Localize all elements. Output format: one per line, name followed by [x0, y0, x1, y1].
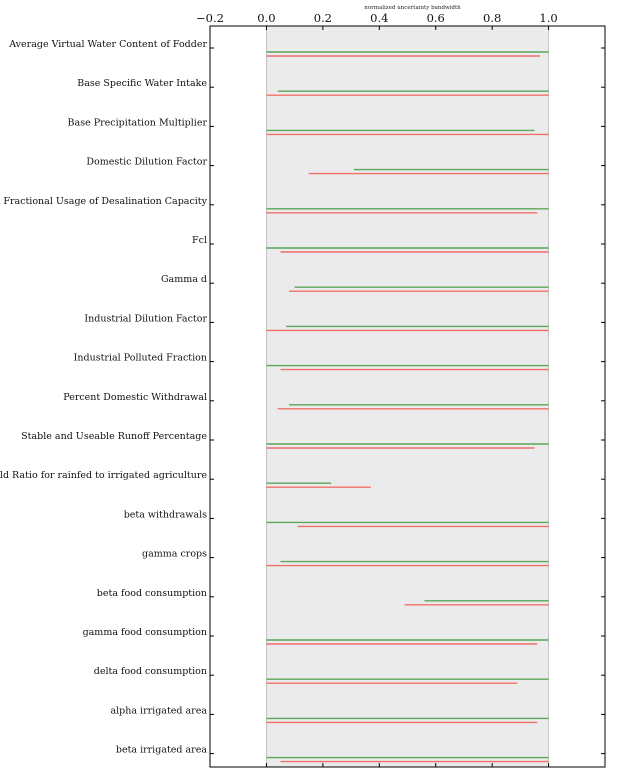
category-label: Fractional Usage of Desalination Capacit…	[3, 196, 207, 207]
y-axis-labels: Average Virtual Water Content of Fodder B…	[0, 39, 605, 756]
x-tick-label: 0.2	[314, 11, 332, 25]
x-tick-label: 0.4	[370, 11, 388, 25]
plot-frame	[209, 25, 606, 768]
category-label: Stable and Useable Runoff Percentage	[21, 431, 207, 442]
x-tick-label: 1.0	[539, 11, 557, 25]
category-label: delta food consumption	[94, 666, 207, 677]
category-label: Average Virtual Water Content of Fodder	[8, 39, 207, 50]
x-axis-ticks: −0.2 0.0 0.2 0.4 0.6 0.8 1.0	[196, 11, 558, 767]
category-label: Industrial Dilution Factor	[84, 313, 207, 324]
category-label: alpha irrigated area	[110, 705, 207, 716]
x-tick-label: 0.6	[427, 11, 445, 25]
category-label: gamma crops	[142, 549, 207, 560]
category-label: Domestic Dilution Factor	[86, 157, 207, 168]
category-label: Yield Ratio for rainfed to irrigated agr…	[0, 470, 207, 481]
category-label: Fcl	[192, 235, 207, 246]
x-tick-label: 0.0	[257, 11, 275, 25]
category-label: gamma food consumption	[83, 627, 207, 638]
x-tick-label: −0.2	[196, 11, 224, 25]
category-label: beta irrigated area	[116, 745, 207, 756]
category-label: Base Specific Water Intake	[77, 78, 207, 89]
axis-title: normalized uncertainty bandwidth	[364, 5, 461, 11]
category-label: Percent Domestic Withdrawal	[63, 392, 207, 403]
x-tick-label: 0.8	[483, 11, 501, 25]
category-label: beta withdrawals	[124, 509, 207, 520]
category-label: Industrial Polluted Fraction	[74, 353, 207, 364]
category-label: beta food consumption	[97, 588, 207, 599]
category-label: Gamma d	[161, 274, 207, 285]
category-label: Base Precipitation Multiplier	[68, 117, 208, 128]
shaded-region	[266, 26, 549, 767]
range-bars	[266, 26, 549, 767]
